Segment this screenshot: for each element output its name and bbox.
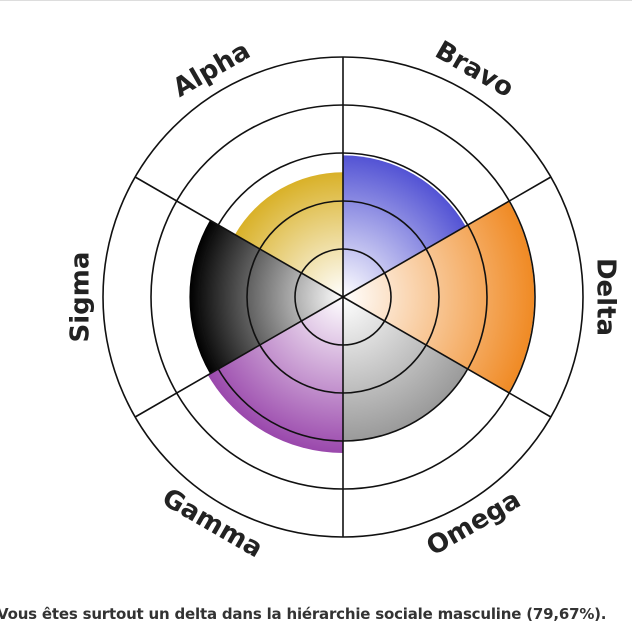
category-label: Gamma (157, 483, 268, 564)
sector (343, 155, 466, 297)
chart: Alpha Bravo Delta Omega Gamma Sigma (66, 35, 621, 564)
category-label: Bravo (430, 35, 519, 103)
sector (234, 172, 343, 297)
category-label: Alpha (168, 36, 255, 104)
spoke (134, 296, 344, 418)
category-label: Delta (591, 258, 621, 336)
sector (207, 297, 343, 453)
spoke (342, 176, 552, 298)
category-label: Omega (422, 485, 526, 562)
category-label: Sigma (66, 252, 96, 343)
sector (189, 220, 343, 374)
caption: Vous êtes surtout un delta dans la hiéra… (0, 605, 607, 623)
spoke (134, 176, 344, 298)
spoke (342, 296, 552, 418)
